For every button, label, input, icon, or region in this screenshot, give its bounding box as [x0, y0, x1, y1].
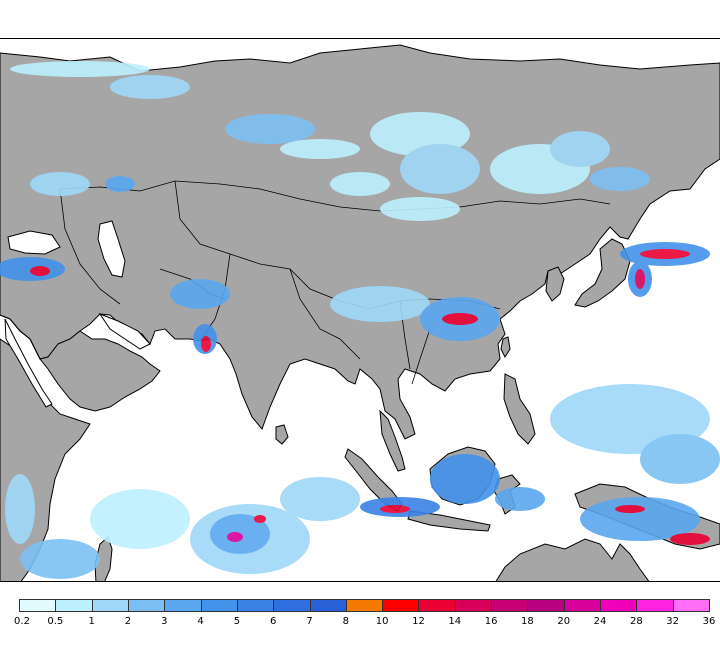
colorbar-swatch	[636, 599, 674, 612]
colorbar-legend	[19, 599, 710, 614]
persian-gulf	[98, 312, 151, 350]
colorbar-tick-label: 2	[124, 616, 132, 627]
colorbar-tick-label: 1	[88, 616, 95, 627]
precipitation-field	[0, 61, 720, 579]
colorbar-swatch	[164, 599, 202, 612]
colorbar-swatch	[127, 599, 166, 612]
colorbar-tick-label: 14	[448, 616, 462, 627]
colorbar-tick-label: 10	[375, 616, 389, 627]
colorbar-swatch	[563, 599, 602, 612]
map-canvas	[0, 39, 720, 581]
malay-peninsula	[379, 409, 406, 472]
colorbar-tick-label: 5	[233, 616, 241, 627]
colorbar-tick-label: 16	[484, 616, 498, 627]
colorbar-tick-label: 28	[629, 616, 643, 627]
colorbar-tick-label: 0.2	[14, 616, 30, 627]
colorbar-swatch	[200, 599, 238, 612]
colorbar-tick-label: 6	[270, 616, 277, 627]
colorbar-tick-label: 12	[412, 616, 425, 627]
precipitation-map	[0, 38, 720, 582]
colorbar-swatch	[491, 599, 529, 612]
colorbar-tick-label: 32	[666, 616, 680, 627]
colorbar-swatch	[55, 599, 93, 612]
colorbar-tick-label: 18	[521, 616, 534, 627]
colorbar-swatch	[672, 599, 710, 612]
black-sea	[7, 230, 61, 255]
colorbar-tick-label: 24	[593, 616, 607, 627]
colorbar-swatch	[418, 599, 456, 612]
colorbar-swatch	[236, 599, 275, 612]
colorbar-tick-label: 36	[702, 616, 716, 627]
colorbar-tick-label: 0.5	[47, 616, 64, 627]
philippines	[503, 373, 536, 445]
colorbar-swatch	[345, 599, 384, 612]
colorbar-swatch	[309, 599, 347, 612]
colorbar-swatch	[91, 599, 129, 612]
colorbar-swatch	[600, 599, 638, 612]
taiwan	[500, 336, 511, 359]
colorbar-tick-label: 3	[161, 616, 168, 627]
colorbar-swatch	[382, 599, 420, 612]
korea	[545, 266, 565, 302]
red-sea	[4, 318, 53, 408]
java	[407, 510, 491, 532]
caspian-sea	[97, 220, 126, 278]
colorbar-swatch	[19, 599, 57, 612]
australia	[495, 538, 650, 581]
sri-lanka	[275, 424, 289, 445]
colorbar-tick-label: 20	[557, 616, 571, 627]
arabian-peninsula	[0, 314, 161, 412]
colorbar-swatch	[527, 599, 565, 612]
colorbar-swatch	[454, 599, 493, 612]
colorbar-swatch	[273, 599, 311, 612]
colorbar-tick-label: 8	[342, 616, 350, 627]
japan	[574, 238, 631, 308]
colorbar-tick-label: 7	[306, 616, 313, 627]
colorbar-labels: 0.20.5123456781012141618202428323640	[0, 616, 720, 630]
country-borders	[59, 180, 611, 385]
colorbar-tick-label: 4	[197, 616, 204, 627]
